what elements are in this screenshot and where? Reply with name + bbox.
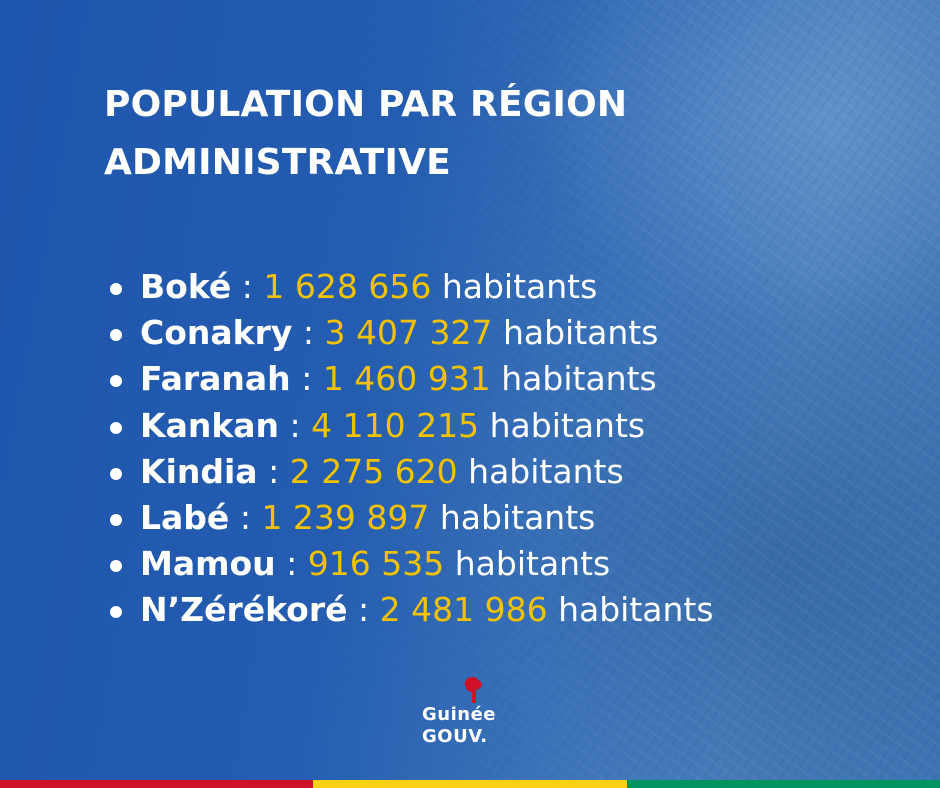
population-value: 916 535 — [307, 544, 445, 584]
bullet-icon — [110, 560, 122, 573]
population-unit: habitants — [468, 451, 624, 491]
flag-yellow-segment — [313, 780, 627, 788]
population-value: 3 407 327 — [324, 313, 493, 353]
guinea-map-icon — [464, 676, 482, 703]
page-title: POPULATION PAR RÉGION ADMINISTRATIVE — [104, 76, 824, 192]
guinee-gouv-logo: Guinée GOUV. — [418, 676, 528, 756]
population-unit: habitants — [558, 590, 714, 630]
region-name: Labé — [140, 497, 230, 537]
list-item: Conakry : 3 407 327 habitants — [108, 310, 714, 356]
bullet-icon — [110, 329, 122, 342]
separator: : — [286, 544, 298, 584]
population-value: 1 239 897 — [261, 497, 430, 537]
separator: : — [241, 267, 253, 306]
list-item: Kankan : 4 110 215 habitants — [108, 403, 714, 449]
population-unit: habitants — [441, 267, 598, 306]
region-list: Boké : 1 628 656 habitants Conakry : 3 40… — [108, 264, 714, 634]
separator: : — [268, 451, 280, 491]
bullet-icon — [110, 606, 122, 619]
separator: : — [302, 313, 315, 353]
population-unit: habitants — [502, 313, 659, 353]
separator: : — [289, 405, 301, 445]
population-unit: habitants — [489, 405, 646, 445]
region-name: Kankan — [140, 405, 280, 445]
separator: : — [301, 359, 313, 399]
bullet-icon — [110, 283, 122, 295]
region-name: Conakry — [140, 313, 293, 353]
list-item: Kindia : 2 275 620 habitants — [108, 449, 714, 495]
population-value: 4 110 215 — [311, 405, 480, 445]
population-unit: habitants — [501, 359, 657, 399]
population-value: 1 628 656 — [263, 267, 432, 306]
region-name: Kindia — [140, 451, 258, 491]
list-item: Boké : 1 628 656 habitants — [108, 264, 714, 310]
region-name: Boké — [140, 267, 232, 306]
list-item: Faranah : 1 460 931 habitants — [108, 356, 714, 402]
region-name: N’Zérékoré — [140, 590, 348, 630]
population-unit: habitants — [454, 544, 611, 584]
logo-text-guinee: Guinée — [422, 704, 496, 725]
region-name: Faranah — [140, 359, 291, 399]
bullet-icon — [110, 375, 122, 388]
list-item: Labé : 1 239 897 habitants — [108, 495, 714, 541]
population-value: 2 275 620 — [289, 451, 458, 491]
bullet-icon — [110, 467, 122, 480]
bullet-icon — [110, 421, 122, 434]
separator: : — [239, 497, 251, 537]
population-unit: habitants — [439, 497, 596, 537]
flag-color-bar — [0, 780, 940, 788]
title-line-1: POPULATION PAR RÉGION — [104, 84, 628, 125]
separator: : — [358, 590, 370, 630]
list-item: Mamou : 916 535 habitants — [108, 541, 714, 587]
title-line-2: ADMINISTRATIVE — [104, 142, 451, 183]
population-value: 1 460 931 — [322, 359, 491, 399]
region-name: Mamou — [140, 544, 276, 584]
logo-text-gouv: GOUV. — [422, 726, 488, 747]
bullet-icon — [110, 513, 122, 526]
flag-red-segment — [0, 780, 314, 788]
list-item: N’Zérékoré : 2 481 986 habitants — [108, 587, 714, 633]
flag-green-segment — [626, 780, 940, 788]
population-value: 2 481 986 — [379, 590, 548, 630]
